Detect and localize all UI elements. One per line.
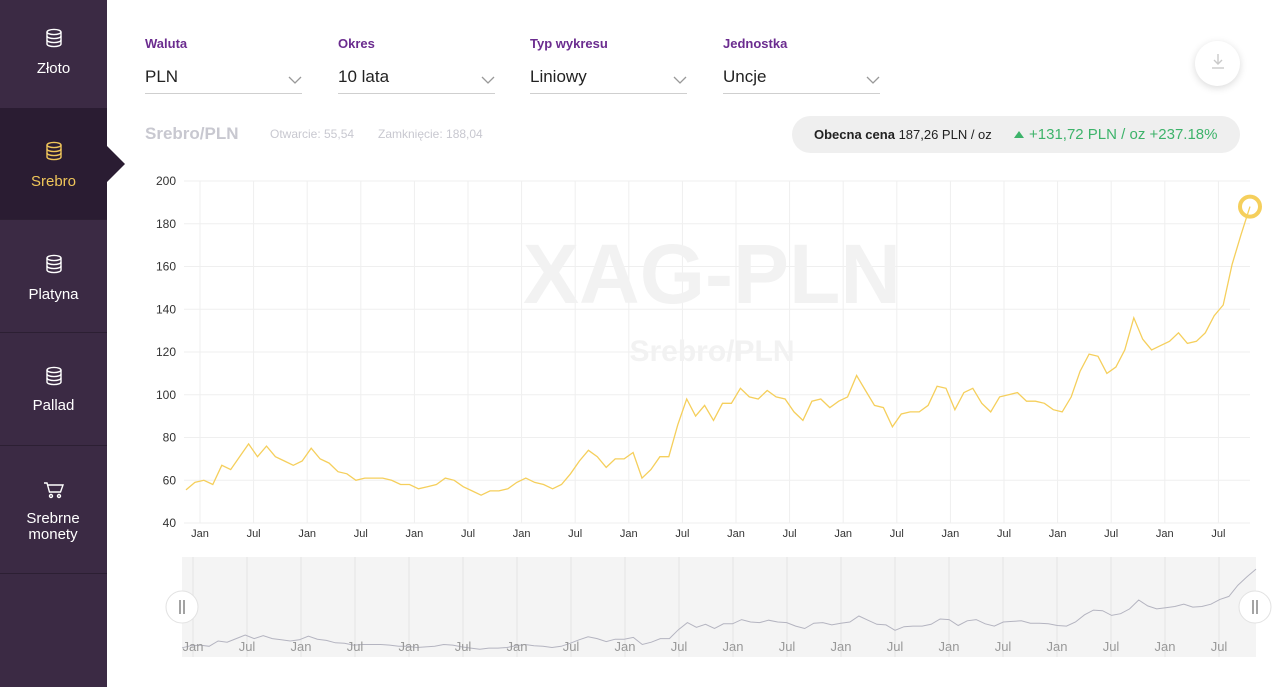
navigator-background — [182, 557, 1256, 657]
open-price: Otwarcie: 55,54 — [270, 127, 355, 141]
currency-select[interactable]: Waluta PLN — [145, 36, 302, 94]
navigator-x-tick-label: Jan — [723, 639, 744, 654]
navigator-handle-right[interactable] — [1238, 590, 1272, 624]
current-price-label: Obecna cena — [814, 127, 895, 142]
navigator-x-tick-label: Jan — [1047, 639, 1068, 654]
navigator-x-tick-label: Jan — [615, 639, 636, 654]
select-underline — [530, 93, 687, 94]
sidebar-item-label: Złoto — [36, 60, 71, 77]
coins-icon — [0, 141, 107, 163]
download-icon — [1210, 52, 1226, 75]
select-underline — [338, 93, 495, 94]
navigator-x-tick-label: Jan — [507, 639, 528, 654]
navigator-x-tick-label: Jul — [671, 639, 688, 654]
select-underline — [145, 93, 302, 94]
chevron-down-icon — [673, 71, 687, 89]
sidebar-item-label: Pallad — [32, 397, 75, 414]
period-select[interactable]: Okres 10 lata — [338, 36, 495, 94]
chart-type-label: Typ wykresu — [530, 36, 608, 51]
sidebar-item-label: Platyna — [28, 286, 79, 303]
period-label: Okres — [338, 36, 375, 51]
sidebar-item-label: Srebro — [30, 173, 77, 190]
active-pointer — [107, 146, 125, 182]
navigator-x-tick-label: Jan — [1155, 639, 1176, 654]
unit-label: Jednostka — [723, 36, 788, 51]
chevron-down-icon — [288, 71, 302, 89]
current-price: Obecna cena 187,26 PLN / oz — [814, 127, 992, 142]
sidebar-item-pallad[interactable]: Pallad — [0, 334, 107, 446]
navigator-x-tick-label: Jan — [399, 639, 420, 654]
drag-handle-icon — [1252, 600, 1258, 614]
navigator-x-tick-label: Jul — [887, 639, 904, 654]
navigator-x-tick-label: Jul — [1103, 639, 1120, 654]
select-underline — [723, 93, 880, 94]
sidebar-item-srebro[interactable]: Srebro — [0, 108, 107, 220]
coins-icon — [0, 254, 107, 276]
chevron-down-icon — [481, 71, 495, 89]
navigator-x-tick-label: Jul — [995, 639, 1012, 654]
pair-title: Srebro/PLN — [145, 124, 239, 143]
sidebar-item-label: Srebrne monety — [26, 510, 80, 543]
currency-label: Waluta — [145, 36, 188, 51]
coins-icon — [0, 28, 107, 50]
navigator-x-tick-label: Jul — [1211, 639, 1228, 654]
navigator-x-tick-label: Jan — [291, 639, 312, 654]
cart-icon — [0, 481, 107, 499]
chevron-down-icon — [866, 71, 880, 89]
navigator-x-tick-label: Jan — [939, 639, 960, 654]
sidebar-item-platyna[interactable]: Platyna — [0, 221, 107, 333]
drag-handle-icon — [179, 600, 185, 614]
download-button[interactable] — [1195, 41, 1240, 86]
navigator-x-tick-label: Jul — [563, 639, 580, 654]
unit-value: Uncje — [723, 67, 767, 86]
current-price-pill: Obecna cena 187,26 PLN / oz +131,72 PLN … — [792, 116, 1240, 153]
coins-icon — [0, 366, 107, 388]
navigator-line — [181, 568, 1257, 650]
navigator-x-axis: Jan Jul Jan Jul Jan Jul Jan Jul Jan Jul Jan Jul Jan J… — [183, 639, 1228, 654]
up-arrow-icon — [1014, 131, 1024, 138]
period-value: 10 lata — [338, 67, 390, 86]
current-price-value: 187,26 PLN / oz — [898, 127, 992, 142]
price-change: +131,72 PLN / oz +237.18% — [1029, 126, 1218, 143]
currency-value: PLN — [145, 67, 179, 86]
navigator-x-tick-label: Jul — [455, 639, 472, 654]
navigator-x-tick-label: Jul — [347, 639, 364, 654]
navigator-x-tick-label: Jul — [239, 639, 256, 654]
chart-type-value: Liniowy — [530, 67, 587, 86]
sidebar: Złoto Srebro Platyna Pallad Srebrne mone… — [0, 0, 107, 687]
sidebar-item-srebrne-monety[interactable]: Srebrne monety — [0, 446, 107, 574]
navigator-x-tick-label: Jul — [779, 639, 796, 654]
close-price: Zamknięcie: 188,04 — [378, 127, 483, 141]
chart-type-select[interactable]: Typ wykresu Liniowy — [530, 36, 687, 94]
unit-select[interactable]: Jednostka Uncje — [723, 36, 880, 94]
navigator-handle-left[interactable] — [165, 590, 199, 624]
navigator-x-tick-label: Jan — [183, 639, 204, 654]
navigator-x-tick-label: Jan — [831, 639, 852, 654]
